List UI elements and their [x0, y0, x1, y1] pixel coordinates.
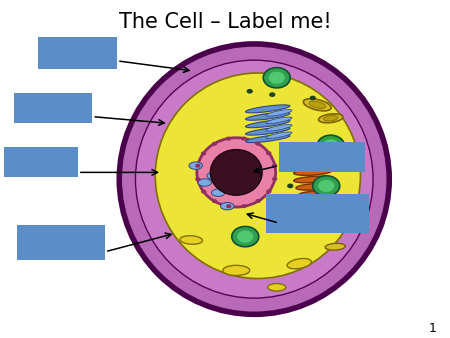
Ellipse shape [223, 265, 250, 275]
Circle shape [226, 137, 231, 141]
Circle shape [195, 177, 201, 181]
Ellipse shape [246, 120, 290, 128]
Ellipse shape [268, 284, 286, 291]
Circle shape [201, 190, 207, 194]
Ellipse shape [135, 60, 373, 298]
Circle shape [287, 184, 293, 188]
Ellipse shape [198, 179, 212, 186]
FancyBboxPatch shape [4, 147, 78, 177]
Ellipse shape [266, 124, 292, 131]
Circle shape [332, 160, 338, 165]
Circle shape [313, 176, 340, 196]
Ellipse shape [309, 101, 326, 108]
Text: 1: 1 [428, 322, 436, 335]
Circle shape [195, 164, 201, 168]
Ellipse shape [189, 162, 202, 169]
Ellipse shape [298, 191, 327, 197]
Text: The Cell – Label me!: The Cell – Label me! [119, 12, 331, 32]
Ellipse shape [207, 172, 220, 179]
Circle shape [263, 68, 290, 88]
Circle shape [241, 204, 247, 208]
FancyBboxPatch shape [38, 37, 117, 69]
Circle shape [212, 142, 217, 146]
FancyBboxPatch shape [279, 142, 364, 172]
FancyBboxPatch shape [14, 93, 92, 123]
Circle shape [256, 199, 261, 203]
Ellipse shape [246, 135, 290, 143]
Circle shape [291, 207, 307, 219]
Circle shape [232, 226, 259, 247]
Circle shape [247, 89, 253, 94]
Ellipse shape [298, 154, 327, 160]
Circle shape [286, 203, 313, 223]
Ellipse shape [180, 236, 202, 244]
Circle shape [266, 189, 272, 193]
Circle shape [317, 135, 344, 155]
Circle shape [269, 72, 285, 84]
Ellipse shape [266, 110, 292, 116]
Circle shape [266, 151, 271, 155]
Ellipse shape [246, 105, 290, 113]
Circle shape [272, 177, 277, 181]
Ellipse shape [296, 161, 329, 168]
Circle shape [237, 231, 253, 243]
Ellipse shape [294, 176, 332, 183]
Ellipse shape [296, 184, 329, 190]
Circle shape [241, 137, 247, 141]
Circle shape [269, 92, 275, 97]
Ellipse shape [266, 132, 292, 139]
Circle shape [272, 164, 277, 168]
Ellipse shape [333, 216, 356, 224]
Ellipse shape [210, 149, 262, 195]
Ellipse shape [155, 73, 360, 279]
Ellipse shape [319, 114, 343, 123]
FancyBboxPatch shape [17, 225, 105, 260]
Ellipse shape [246, 112, 290, 120]
Ellipse shape [119, 44, 389, 314]
Circle shape [255, 142, 261, 146]
Circle shape [212, 199, 217, 203]
Circle shape [323, 139, 339, 151]
Ellipse shape [266, 117, 292, 124]
Circle shape [318, 180, 334, 192]
Ellipse shape [294, 169, 332, 175]
Ellipse shape [148, 65, 369, 287]
Ellipse shape [246, 127, 290, 135]
Ellipse shape [197, 138, 275, 207]
Ellipse shape [325, 243, 345, 250]
Circle shape [226, 204, 231, 208]
Ellipse shape [212, 189, 225, 196]
FancyBboxPatch shape [266, 194, 369, 233]
Ellipse shape [225, 155, 238, 163]
Ellipse shape [287, 259, 311, 269]
Ellipse shape [303, 99, 331, 111]
Ellipse shape [220, 202, 234, 210]
Circle shape [201, 151, 206, 155]
Ellipse shape [324, 116, 338, 121]
Circle shape [310, 96, 316, 100]
